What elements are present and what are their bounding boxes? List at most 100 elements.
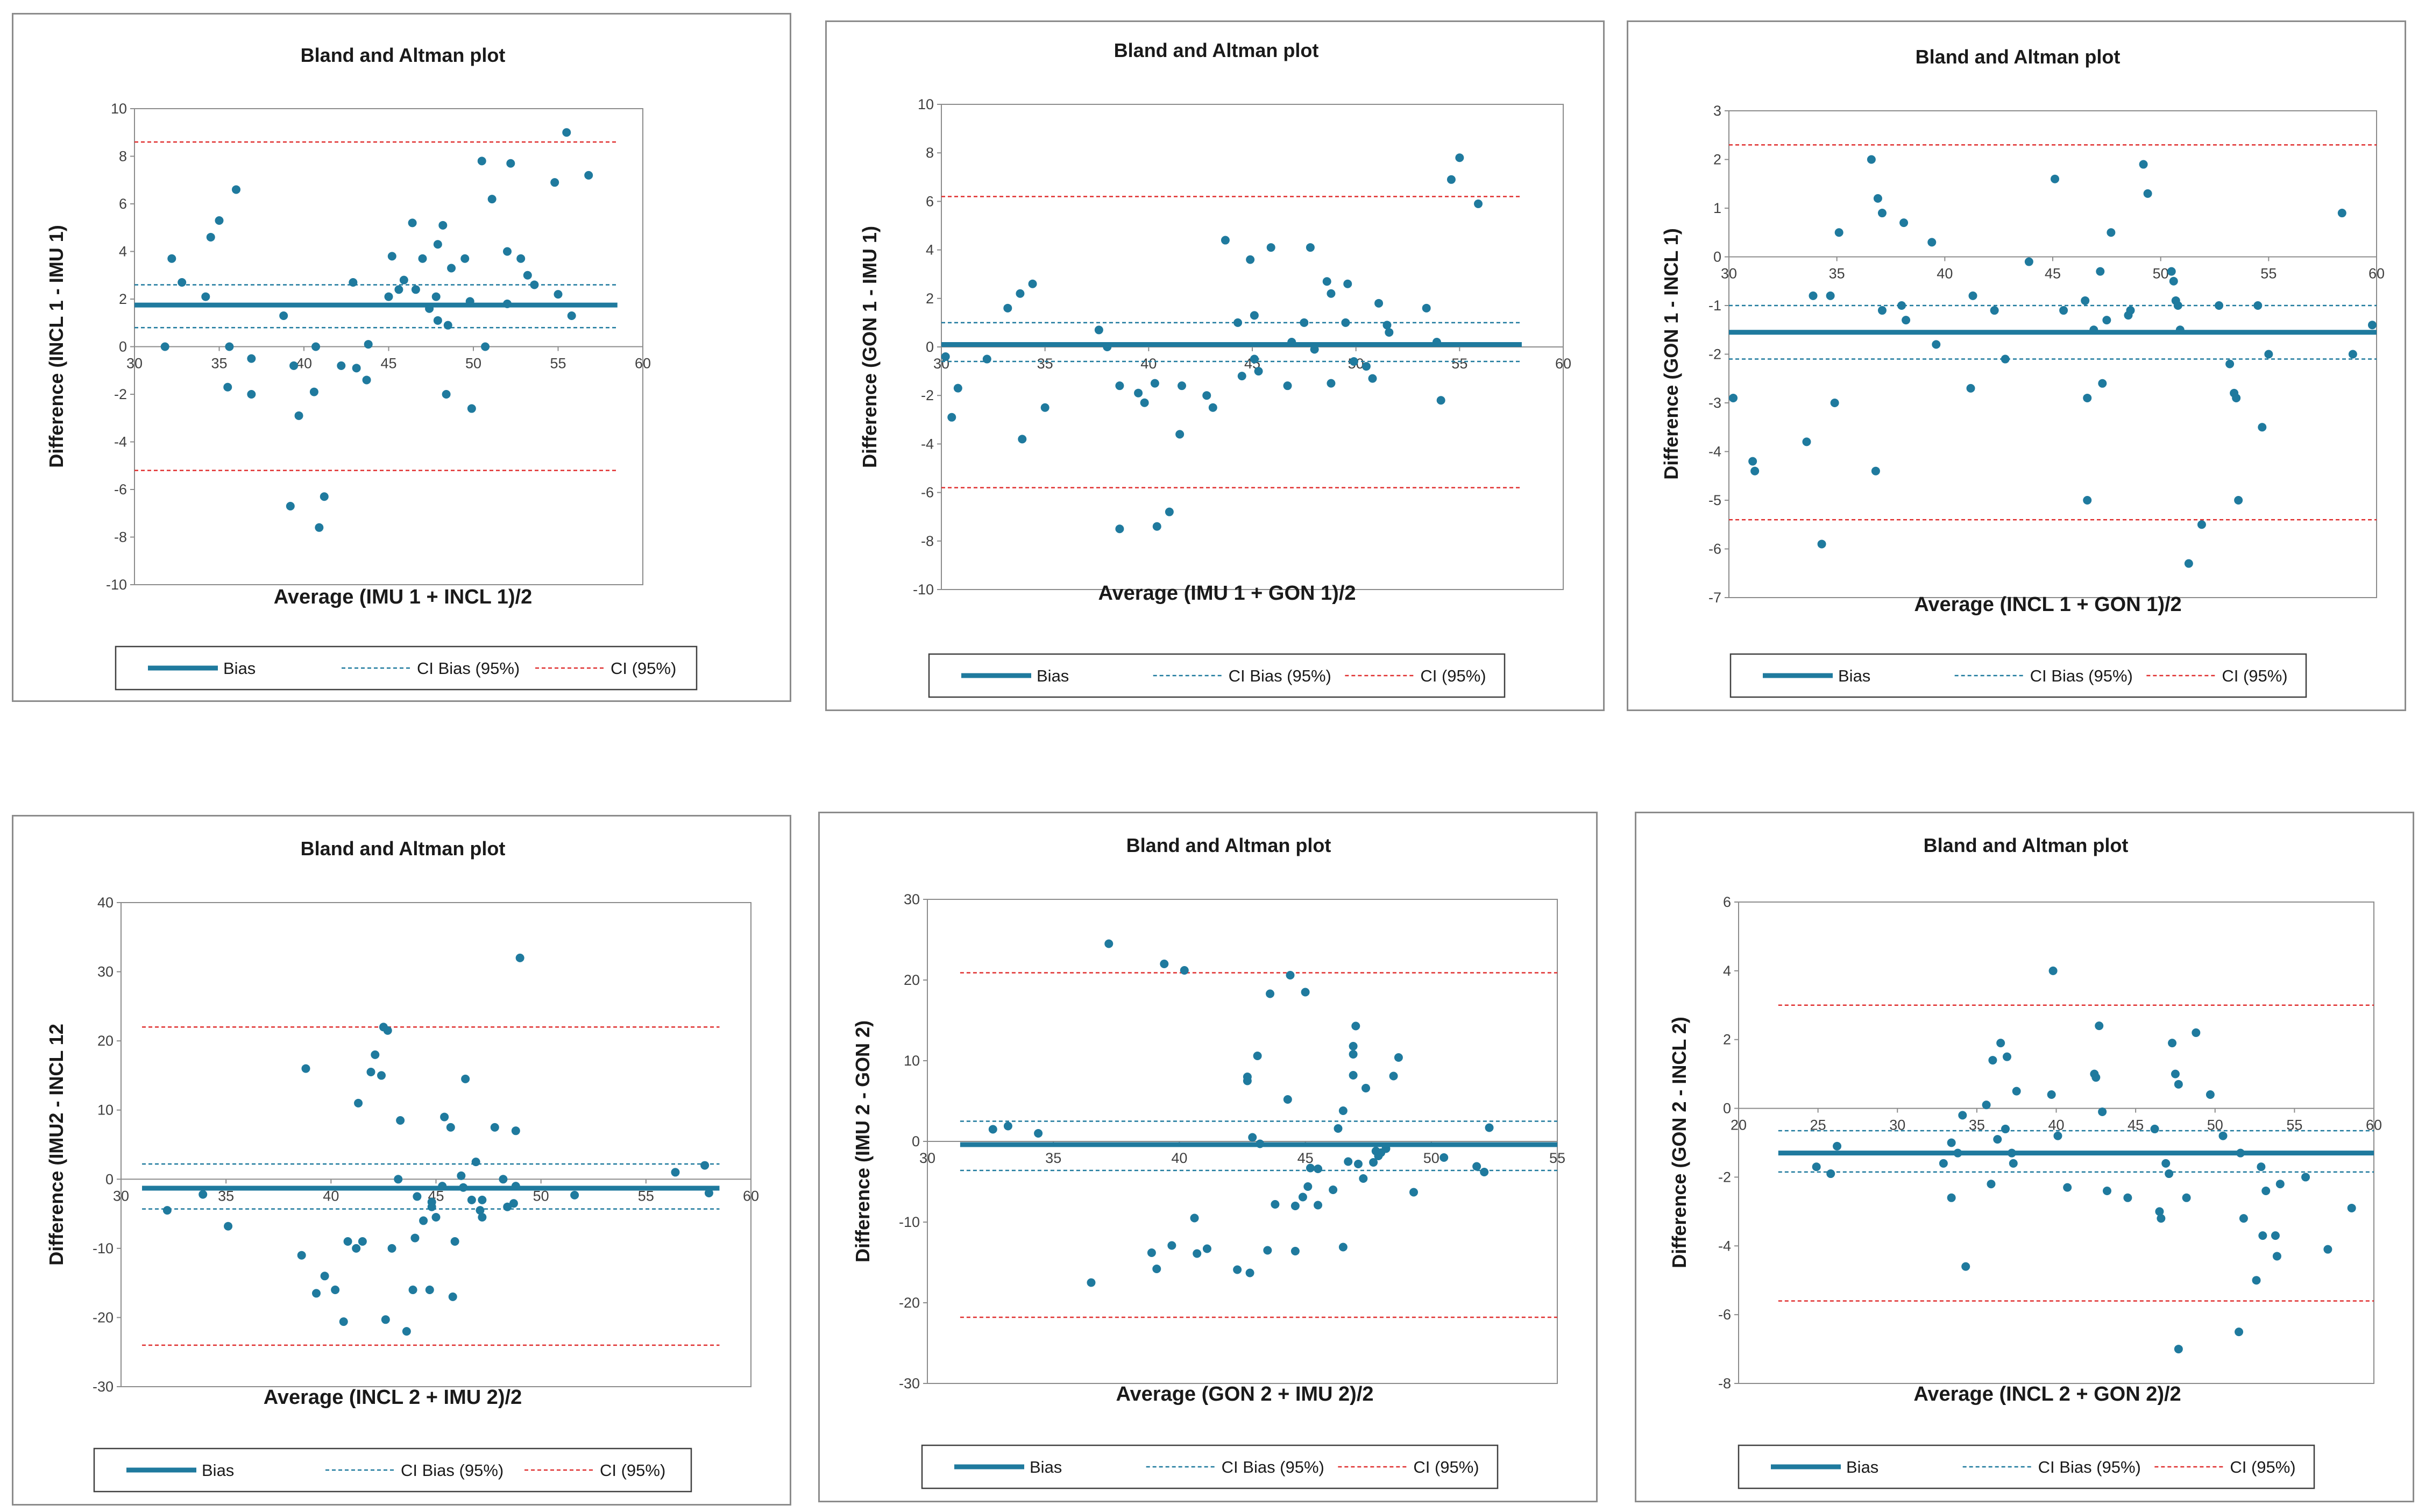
x-tick-label: 50 bbox=[2153, 266, 2169, 282]
data-point bbox=[279, 311, 288, 320]
data-point bbox=[471, 1158, 480, 1167]
y-tick-label: 20 bbox=[904, 972, 920, 988]
data-point bbox=[941, 352, 950, 361]
data-point bbox=[425, 1286, 434, 1294]
data-point bbox=[478, 1213, 487, 1222]
x-tick-label: 45 bbox=[2045, 266, 2061, 282]
chart-svg: Bland and Altman plot -10 -8 -6 -4 -2 0 2 4 6 8 10 3… bbox=[859, 39, 1571, 698]
data-point bbox=[387, 252, 396, 261]
data-point bbox=[2275, 1180, 2285, 1189]
data-point bbox=[2001, 354, 2010, 364]
data-point bbox=[2367, 321, 2377, 330]
data-point bbox=[1927, 238, 1937, 247]
data-point bbox=[1422, 303, 1431, 313]
x-tick-label: 45 bbox=[380, 356, 396, 372]
data-point bbox=[1103, 343, 1112, 351]
data-point bbox=[1474, 199, 1483, 208]
data-point bbox=[530, 280, 539, 289]
data-point bbox=[225, 342, 234, 351]
data-point bbox=[947, 413, 956, 422]
data-point bbox=[2102, 1187, 2111, 1195]
data-point bbox=[411, 285, 420, 294]
data-point bbox=[1939, 1159, 1948, 1168]
data-point bbox=[1334, 1124, 1343, 1133]
y-tick-label: -1 bbox=[1708, 297, 1721, 314]
data-point bbox=[1826, 291, 1835, 300]
y-tick-label: 6 bbox=[1723, 894, 1731, 910]
x-tick-label: 50 bbox=[465, 356, 481, 372]
data-point bbox=[1256, 1139, 1265, 1148]
data-point bbox=[1250, 311, 1259, 320]
data-point bbox=[1003, 1121, 1012, 1131]
data-point bbox=[1140, 398, 1149, 407]
data-point bbox=[2173, 301, 2182, 310]
data-point bbox=[2171, 1069, 2180, 1078]
data-point bbox=[381, 1315, 390, 1324]
data-point bbox=[418, 254, 427, 263]
data-point bbox=[2348, 350, 2357, 359]
data-point bbox=[2167, 267, 2176, 276]
data-point bbox=[503, 299, 512, 308]
data-point bbox=[465, 297, 474, 306]
y-tick-label: 0 bbox=[926, 339, 934, 355]
data-point bbox=[1834, 228, 1843, 237]
y-tick-label: -4 bbox=[1718, 1238, 1731, 1254]
data-point bbox=[394, 1175, 403, 1184]
data-point bbox=[1271, 1200, 1280, 1209]
x-tick-label: 60 bbox=[743, 1188, 759, 1204]
data-point bbox=[1993, 1135, 2002, 1144]
data-point bbox=[364, 340, 373, 349]
data-point bbox=[1436, 396, 1445, 405]
data-point bbox=[438, 1182, 447, 1191]
data-point bbox=[2012, 1087, 2021, 1096]
data-point bbox=[515, 953, 524, 962]
data-point bbox=[506, 159, 515, 168]
data-point bbox=[467, 404, 476, 413]
data-point bbox=[2234, 496, 2243, 505]
data-point bbox=[1871, 466, 1880, 475]
data-point bbox=[1310, 345, 1319, 354]
x-axis-label: Average (IMU 1 + GON 1)/2 bbox=[1098, 582, 1356, 605]
data-point bbox=[1283, 1095, 1292, 1104]
data-point bbox=[1873, 194, 1882, 203]
data-point bbox=[2272, 1252, 2281, 1261]
x-axis-label: Average (IMU 1 + INCL 1)/2 bbox=[274, 586, 532, 608]
data-point bbox=[567, 311, 576, 320]
data-point bbox=[425, 304, 434, 313]
data-point bbox=[2047, 1090, 2056, 1099]
y-tick-label: 1 bbox=[1713, 200, 1721, 216]
chart-panel-3: Bland and Altman plot -7 -6 -5 -4 -3 -2 -1 0 1 2 3 3… bbox=[1627, 20, 2406, 711]
legend: Bias CI Bias (95%) CI (95%) bbox=[928, 653, 1506, 698]
data-point bbox=[2225, 359, 2235, 368]
plot-area bbox=[1738, 901, 2374, 1384]
y-axis-label: Difference (INCL 1 - IMU 1) bbox=[45, 225, 67, 467]
data-point bbox=[2102, 316, 2111, 325]
y-tick-label: 8 bbox=[119, 148, 127, 165]
y-tick-label: 20 bbox=[97, 1033, 114, 1049]
data-point bbox=[309, 387, 318, 396]
y-tick-label: 0 bbox=[119, 339, 127, 355]
data-point bbox=[487, 195, 497, 204]
data-point bbox=[1152, 1265, 1161, 1273]
legend-label: Bias bbox=[223, 659, 256, 678]
data-point bbox=[2169, 276, 2178, 286]
x-tick-label: 40 bbox=[1171, 1150, 1187, 1166]
data-point bbox=[2083, 393, 2092, 402]
data-point bbox=[2261, 1187, 2271, 1195]
data-point bbox=[461, 1074, 470, 1083]
legend-label: CI (95%) bbox=[2230, 1458, 2295, 1476]
data-point bbox=[247, 390, 256, 399]
x-tick-label: 55 bbox=[1549, 1150, 1565, 1166]
legend-label: CI (95%) bbox=[600, 1461, 665, 1480]
x-tick-label: 35 bbox=[211, 356, 227, 372]
data-point bbox=[2053, 1131, 2062, 1140]
data-point bbox=[2197, 520, 2206, 529]
data-point bbox=[2264, 350, 2273, 359]
x-tick-label: 60 bbox=[635, 356, 651, 372]
legend-label: Bias bbox=[1846, 1458, 1878, 1476]
data-point bbox=[384, 292, 393, 301]
data-point bbox=[2089, 325, 2098, 335]
x-axis-label: Average (GON 2 + IMU 2)/2 bbox=[1116, 1383, 1373, 1405]
data-point bbox=[2059, 306, 2068, 315]
chart-svg: Bland and Altman plot -30 -20 -10 0 10 20 30 30 3… bbox=[852, 834, 1565, 1489]
